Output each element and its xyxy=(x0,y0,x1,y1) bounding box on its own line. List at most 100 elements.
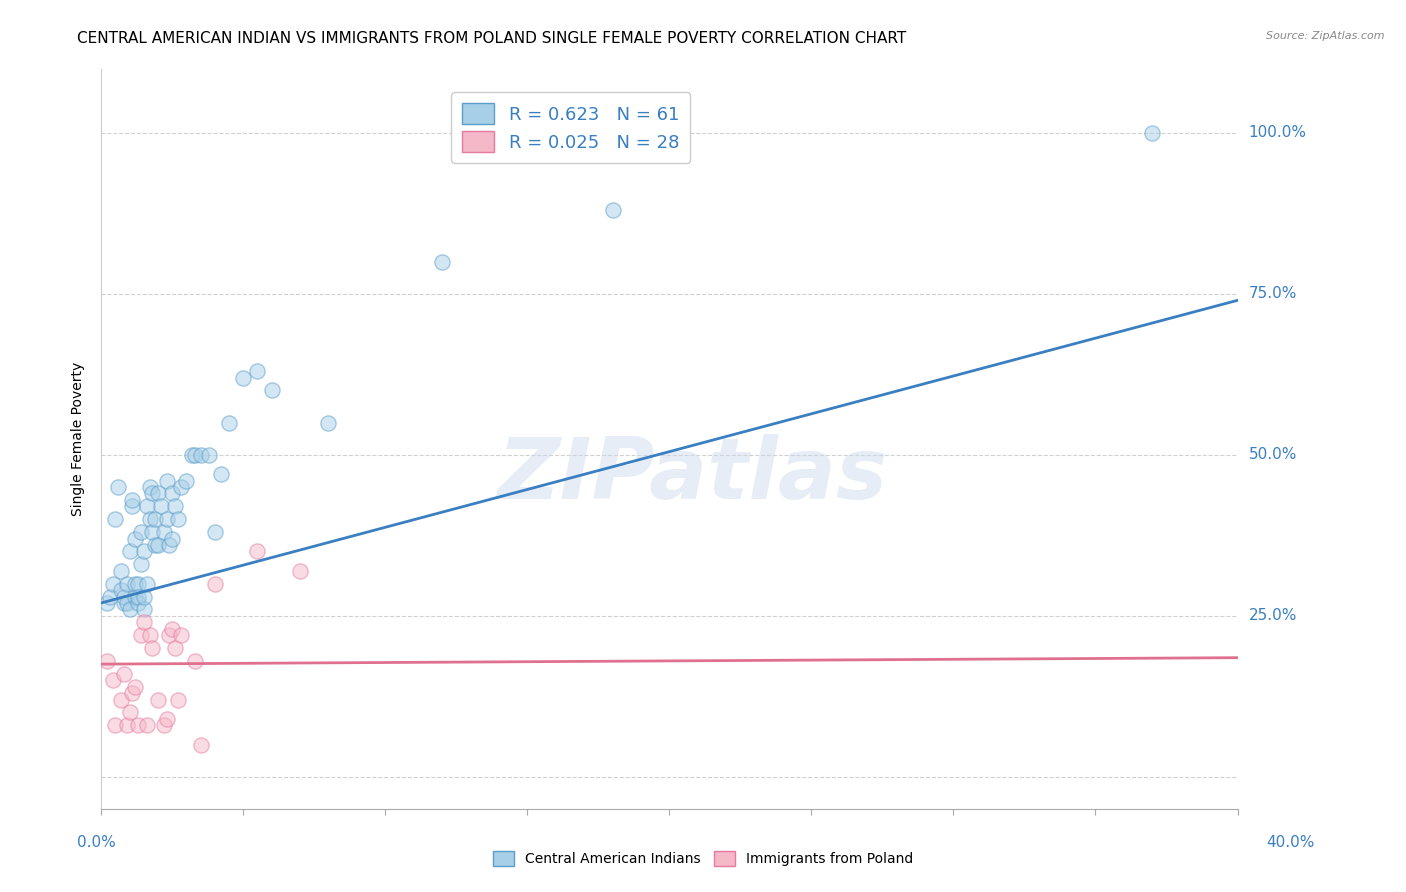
Point xyxy=(118,706,141,720)
Point xyxy=(157,538,180,552)
Point xyxy=(155,474,177,488)
Point xyxy=(112,590,135,604)
Point xyxy=(167,512,190,526)
Point xyxy=(121,500,143,514)
Y-axis label: Single Female Poverty: Single Female Poverty xyxy=(72,361,86,516)
Point xyxy=(124,532,146,546)
Point xyxy=(127,590,149,604)
Point xyxy=(146,692,169,706)
Point xyxy=(135,576,157,591)
Point xyxy=(127,596,149,610)
Text: Source: ZipAtlas.com: Source: ZipAtlas.com xyxy=(1267,31,1385,41)
Point xyxy=(96,654,118,668)
Point xyxy=(104,512,127,526)
Text: ZIPatlas: ZIPatlas xyxy=(496,434,887,517)
Point xyxy=(198,448,221,462)
Point xyxy=(165,500,187,514)
Point xyxy=(124,576,146,591)
Point xyxy=(165,640,187,655)
Point xyxy=(141,486,163,500)
Point xyxy=(141,640,163,655)
Point xyxy=(124,680,146,694)
Point xyxy=(218,416,240,430)
Point xyxy=(602,203,624,218)
Point xyxy=(149,500,172,514)
Text: 75.0%: 75.0% xyxy=(1249,286,1296,301)
Point xyxy=(155,712,177,726)
Text: 40.0%: 40.0% xyxy=(1267,836,1315,850)
Text: 25.0%: 25.0% xyxy=(1249,608,1296,624)
Point xyxy=(160,532,183,546)
Point xyxy=(129,628,152,642)
Point xyxy=(101,673,124,688)
Point xyxy=(170,628,193,642)
Text: CENTRAL AMERICAN INDIAN VS IMMIGRANTS FROM POLAND SINGLE FEMALE POVERTY CORRELAT: CENTRAL AMERICAN INDIAN VS IMMIGRANTS FR… xyxy=(77,31,907,46)
Point xyxy=(115,596,138,610)
Point xyxy=(190,448,212,462)
Point xyxy=(204,525,226,540)
Text: 50.0%: 50.0% xyxy=(1249,448,1296,462)
Text: 100.0%: 100.0% xyxy=(1249,126,1306,140)
Point xyxy=(129,525,152,540)
Point xyxy=(124,590,146,604)
Point xyxy=(118,544,141,558)
Point xyxy=(184,448,207,462)
Point xyxy=(132,544,155,558)
Point xyxy=(96,596,118,610)
Point xyxy=(146,486,169,500)
Point xyxy=(138,512,160,526)
Point xyxy=(115,718,138,732)
Point xyxy=(204,576,226,591)
Point xyxy=(318,416,340,430)
Point xyxy=(288,564,311,578)
Point xyxy=(260,384,283,398)
Point xyxy=(129,558,152,572)
Point xyxy=(152,525,174,540)
Point xyxy=(135,718,157,732)
Point xyxy=(101,576,124,591)
Point xyxy=(110,564,132,578)
Point xyxy=(132,602,155,616)
Point xyxy=(157,628,180,642)
Point xyxy=(143,538,166,552)
Point xyxy=(127,576,149,591)
Point xyxy=(152,718,174,732)
Point xyxy=(121,686,143,700)
Point xyxy=(107,480,129,494)
Point xyxy=(167,692,190,706)
Point xyxy=(246,544,269,558)
Text: 0.0%: 0.0% xyxy=(77,836,117,850)
Point xyxy=(121,492,143,507)
Point xyxy=(138,480,160,494)
Point xyxy=(176,474,198,488)
Point xyxy=(160,486,183,500)
Point xyxy=(118,602,141,616)
Point xyxy=(143,512,166,526)
Legend: R = 0.623   N = 61, R = 0.025   N = 28: R = 0.623 N = 61, R = 0.025 N = 28 xyxy=(451,93,690,163)
Point xyxy=(155,512,177,526)
Point xyxy=(146,538,169,552)
Point xyxy=(132,590,155,604)
Point xyxy=(112,666,135,681)
Point xyxy=(141,525,163,540)
Point xyxy=(232,370,254,384)
Point xyxy=(104,718,127,732)
Point xyxy=(135,500,157,514)
Point xyxy=(160,622,183,636)
Legend: Central American Indians, Immigrants from Poland: Central American Indians, Immigrants fro… xyxy=(486,846,920,871)
Point xyxy=(115,576,138,591)
Point xyxy=(430,254,453,268)
Point xyxy=(184,654,207,668)
Point xyxy=(110,692,132,706)
Point xyxy=(110,583,132,598)
Point xyxy=(127,718,149,732)
Point xyxy=(1142,126,1164,140)
Point xyxy=(170,480,193,494)
Point xyxy=(181,448,204,462)
Point xyxy=(132,615,155,630)
Point xyxy=(98,590,121,604)
Point xyxy=(138,628,160,642)
Point xyxy=(209,467,232,482)
Point xyxy=(190,738,212,752)
Point xyxy=(246,364,269,378)
